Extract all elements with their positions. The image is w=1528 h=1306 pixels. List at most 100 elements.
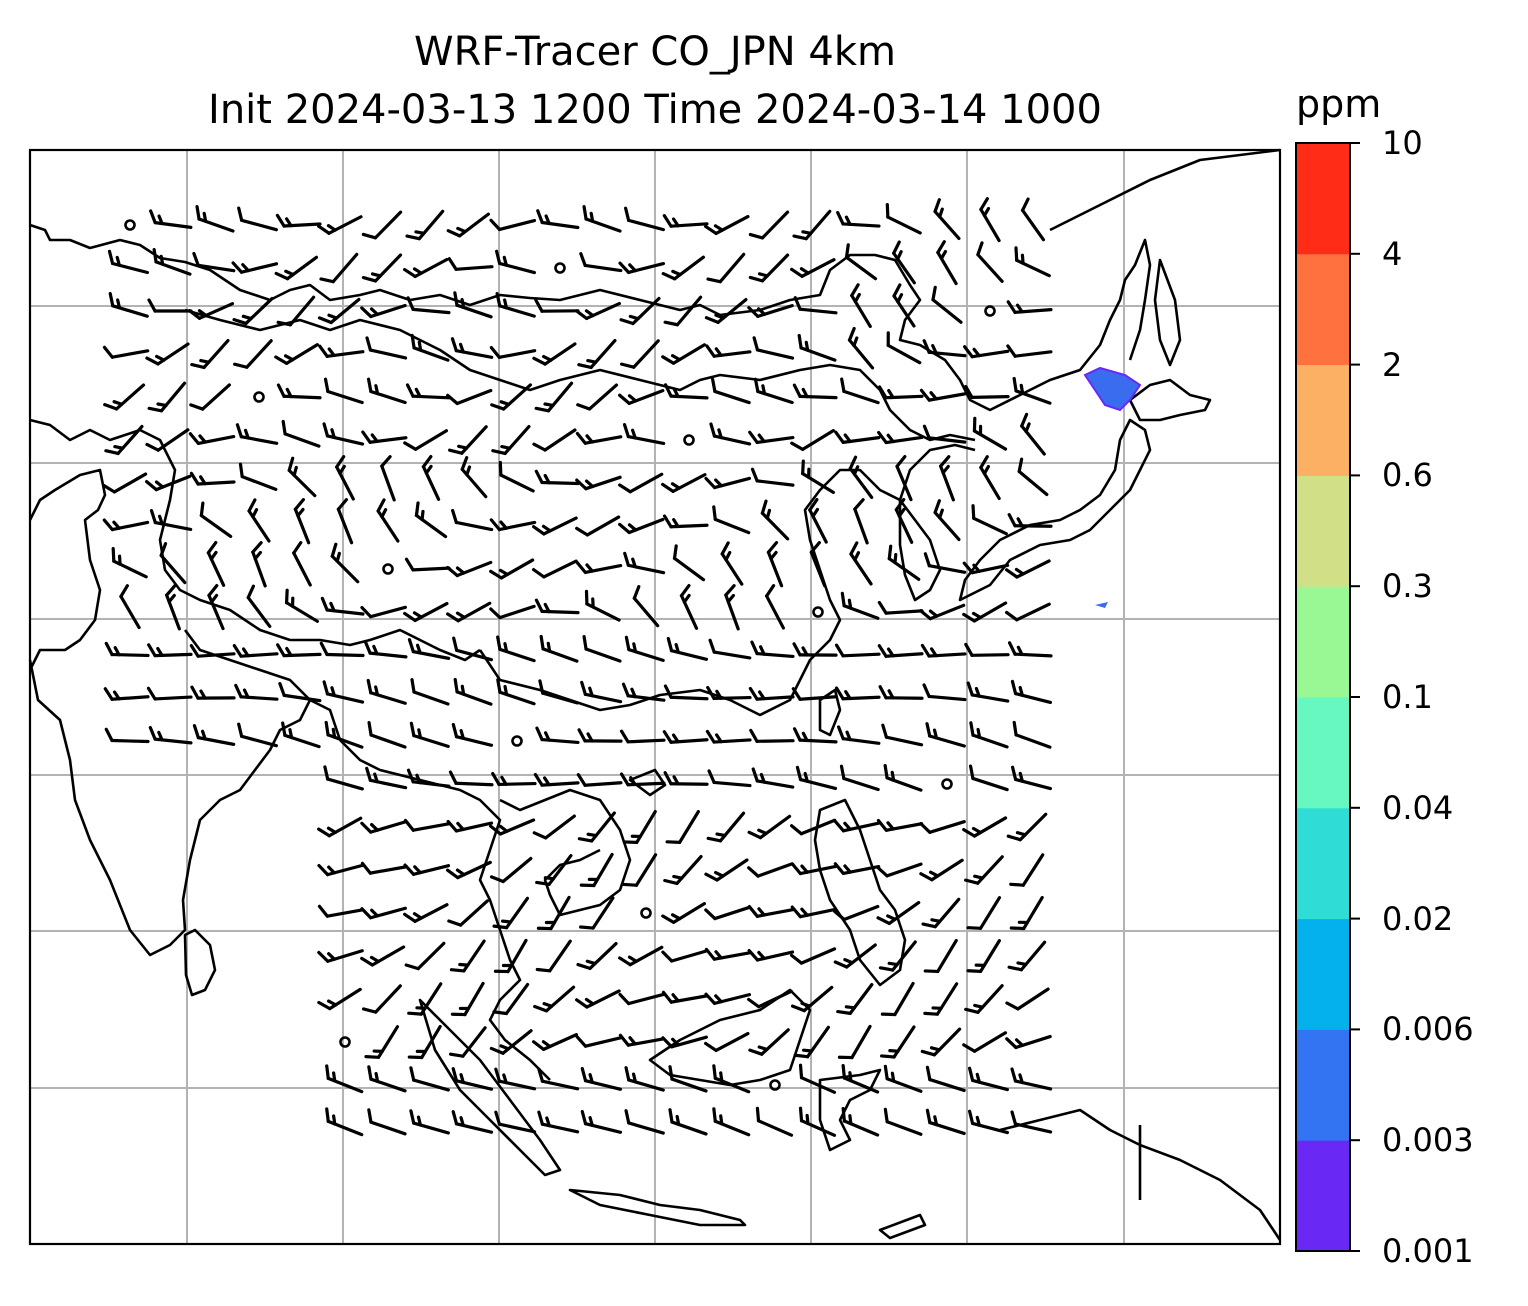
wind-barb [145,428,190,452]
wind-barb [1005,987,1050,1011]
wind-barb [317,215,363,235]
wind-barb [792,642,838,657]
wind-barb [238,462,278,492]
wind-barb [833,862,881,876]
wind-barb [582,204,622,233]
wind-barb [836,211,881,228]
wind-barb [968,764,1009,792]
wind-barb [877,430,924,445]
wind-barb [276,643,322,658]
wind-barb [1020,412,1046,456]
wind-barb [404,557,451,572]
wind-barb [119,584,141,630]
wind-barb [360,605,407,619]
wind-barb [491,424,531,456]
colorbar-tick-label: 0.02 [1382,899,1454,938]
wind-barb [575,989,621,1009]
wind-barb [577,338,617,370]
wind-barb [190,338,230,370]
wind-barb [834,430,881,444]
wind-barb [246,584,272,629]
wind-barb [925,1108,966,1136]
wind-barb [165,584,181,631]
wind-barb [623,551,666,575]
wind-barb [704,476,752,490]
coast-philippines [813,798,907,987]
wind-barb [933,499,961,542]
wind-barb-calm [382,563,394,575]
wind-barb [533,985,576,1013]
wind-barb [107,249,150,275]
wind-barb [668,1065,708,1093]
colorbar-tick-label: 10 [1382,124,1423,162]
wind-barb [489,1029,533,1055]
wind-barb [878,940,917,972]
wind-barb [580,1067,623,1091]
wind-barb [663,684,709,701]
wind-barb [760,499,790,541]
wind-barb [919,858,964,882]
wind-barb [409,1066,450,1092]
wind-barb [919,603,966,621]
colorbar-tick-label: 0.1 [1382,678,1433,716]
wind-barb [1005,602,1051,622]
coast-taiwan [818,688,842,737]
wind-barb [844,243,878,281]
wind-barb [233,339,273,369]
wind-barb [579,852,614,888]
wind-barb [837,725,881,745]
wind-barb [537,1110,580,1134]
colorbar-tick-label: 0.006 [1382,1010,1474,1049]
wind-barb [575,475,622,491]
wind-barb [792,209,832,241]
wind-barb [1006,300,1053,314]
wind-barb [319,641,365,658]
wind-barb [407,982,443,1016]
wind-barb [1006,344,1053,358]
wind-barb [324,720,364,749]
wind-barb [712,1107,751,1137]
wind-barb [152,247,192,276]
wind-barb [833,943,877,969]
wind-barb [363,639,408,659]
coast-sulawesi [818,1068,882,1152]
wind-barb [747,862,794,878]
wind-barb [102,472,148,494]
wind-barb [360,945,406,967]
wind-barb [922,339,967,358]
wind-barb [449,939,486,973]
wind-barb [712,505,751,535]
wind-barb [274,255,319,281]
wind-barb [403,903,449,923]
wind-barb [405,209,445,241]
wind-barb [317,949,364,963]
border-mongolia [184,308,976,442]
wind-barb [662,214,709,228]
wind-barb [618,472,664,494]
colorbar-unit-label: ppm [1296,82,1382,126]
wind-barb [750,467,795,487]
co-tracer-plume-honshu [1095,602,1108,608]
wind-barb [894,498,914,544]
wind-barb [1010,765,1053,791]
wind-barb [765,584,785,630]
wind-barb [102,345,150,359]
wind-barb [1009,853,1045,887]
wind-barb [979,455,1001,501]
wind-barb [281,721,321,749]
wind-barb [534,469,580,486]
wind-barb [1005,1034,1052,1050]
colorbar [1295,142,1360,1252]
wind-barb [276,295,316,327]
wind-barb [886,331,922,365]
wind-barb [834,643,881,658]
wind-barb [920,643,967,658]
wind-barb [535,939,572,973]
coast-india [28,468,312,957]
wind-barb [839,764,880,792]
wind-barb [790,818,837,836]
wind-barb [410,678,450,706]
wind-barb [877,644,924,658]
wind-barb [966,939,1001,973]
wind-barb [618,1033,666,1047]
